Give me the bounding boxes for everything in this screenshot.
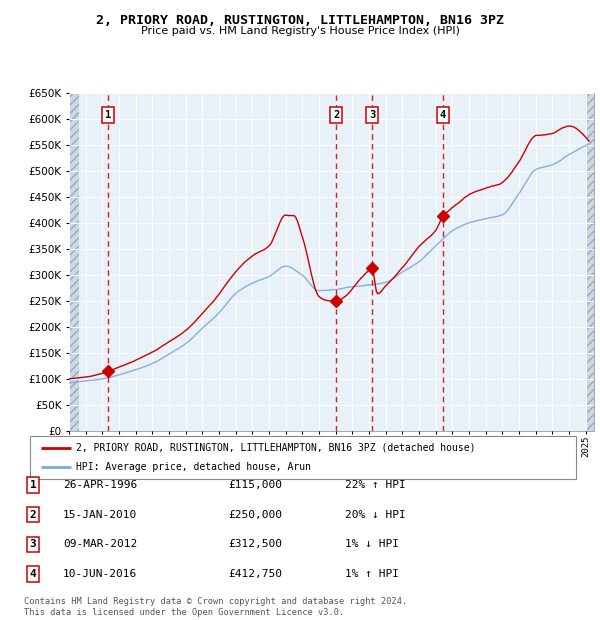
Bar	[69, 93, 79, 431]
Text: £115,000: £115,000	[228, 480, 282, 490]
Bar	[587, 93, 594, 431]
Text: £312,500: £312,500	[228, 539, 282, 549]
Text: HPI: Average price, detached house, Arun: HPI: Average price, detached house, Arun	[76, 463, 311, 472]
Text: 1: 1	[104, 110, 111, 120]
FancyBboxPatch shape	[30, 436, 576, 479]
Text: 2: 2	[29, 510, 37, 520]
Text: 2, PRIORY ROAD, RUSTINGTON, LITTLEHAMPTON, BN16 3PZ: 2, PRIORY ROAD, RUSTINGTON, LITTLEHAMPTO…	[96, 14, 504, 27]
Text: 4: 4	[440, 110, 446, 120]
Text: 10-JUN-2016: 10-JUN-2016	[63, 569, 137, 579]
Text: 09-MAR-2012: 09-MAR-2012	[63, 539, 137, 549]
Text: 22% ↑ HPI: 22% ↑ HPI	[345, 480, 406, 490]
Text: 1% ↑ HPI: 1% ↑ HPI	[345, 569, 399, 579]
Text: 3: 3	[29, 539, 37, 549]
Text: 26-APR-1996: 26-APR-1996	[63, 480, 137, 490]
Text: 2: 2	[333, 110, 340, 120]
Text: Price paid vs. HM Land Registry's House Price Index (HPI): Price paid vs. HM Land Registry's House …	[140, 26, 460, 36]
Text: 3: 3	[369, 110, 375, 120]
Text: £412,750: £412,750	[228, 569, 282, 579]
Text: £250,000: £250,000	[228, 510, 282, 520]
Text: 2, PRIORY ROAD, RUSTINGTON, LITTLEHAMPTON, BN16 3PZ (detached house): 2, PRIORY ROAD, RUSTINGTON, LITTLEHAMPTO…	[76, 443, 476, 453]
Text: 20% ↓ HPI: 20% ↓ HPI	[345, 510, 406, 520]
Text: 1: 1	[29, 480, 37, 490]
Text: 15-JAN-2010: 15-JAN-2010	[63, 510, 137, 520]
Text: 4: 4	[29, 569, 37, 579]
Text: 1% ↓ HPI: 1% ↓ HPI	[345, 539, 399, 549]
Text: Contains HM Land Registry data © Crown copyright and database right 2024.
This d: Contains HM Land Registry data © Crown c…	[24, 598, 407, 617]
